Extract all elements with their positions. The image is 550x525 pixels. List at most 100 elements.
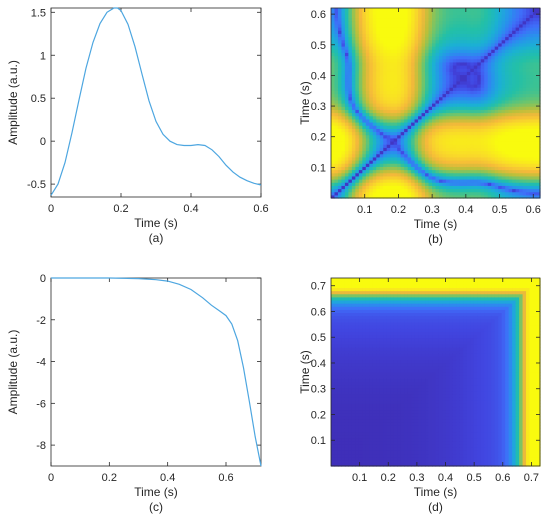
heatmap-cell (498, 144, 503, 148)
heatmap-cell (445, 77, 451, 82)
heatmap-cell (341, 381, 346, 386)
heatmap-cell (355, 440, 360, 445)
heatmap-cell (400, 90, 405, 95)
heatmap-cell (331, 281, 336, 285)
heatmap-cell (477, 52, 482, 57)
heatmap-cell (355, 368, 360, 373)
heatmap-cell (414, 27, 419, 31)
x-tick-label: 0.4 (183, 203, 198, 215)
heatmap-cell (407, 93, 412, 98)
x-tick-label: 0.6 (253, 203, 268, 215)
heatmap-cell (341, 325, 346, 329)
heatmap-cell (477, 141, 482, 145)
heatmap-cell (372, 422, 377, 426)
heatmap-cell (463, 23, 468, 28)
heatmap-cell (494, 42, 499, 47)
heatmap-cell (344, 459, 350, 464)
heatmap-cell (432, 144, 437, 148)
heatmap-cell (355, 11, 360, 15)
heatmap-cell (386, 68, 391, 72)
heatmap-cell (463, 11, 468, 15)
heatmap-cell (442, 55, 447, 60)
heatmap-cell (449, 65, 454, 69)
heatmap-cell (526, 96, 531, 101)
heatmap-cell (445, 172, 451, 177)
heatmap-cell (358, 390, 363, 395)
heatmap-cell (452, 87, 457, 91)
heatmap-cell (358, 194, 363, 199)
heatmap-cell (515, 175, 520, 180)
heatmap-cell (529, 20, 534, 25)
heatmap-cell (348, 74, 353, 79)
heatmap-cell (386, 163, 391, 167)
heatmap-cell (397, 447, 402, 451)
heatmap-cell (418, 166, 423, 171)
heatmap-cell (508, 65, 513, 69)
heatmap-cell (351, 147, 356, 152)
heatmap-cell (372, 296, 377, 301)
heatmap-cell (459, 188, 464, 193)
heatmap-cell (341, 409, 346, 414)
heatmap-cell (355, 459, 360, 464)
heatmap-cell (358, 134, 363, 139)
heatmap-cell (337, 281, 343, 285)
heatmap-cell (331, 160, 336, 164)
heatmap-cell (383, 33, 388, 38)
heatmap-cell (522, 166, 527, 171)
heatmap-cell (480, 30, 485, 34)
heatmap-cell (397, 359, 402, 364)
heatmap-cell (344, 166, 350, 171)
heatmap-cell (498, 74, 503, 79)
heatmap-cell (393, 425, 398, 429)
heatmap-cell (397, 290, 402, 295)
heatmap-cell (529, 147, 534, 152)
heatmap-cell (341, 400, 346, 404)
heatmap-cell (512, 188, 517, 193)
heatmap-cell (334, 428, 339, 433)
heatmap-cell (491, 134, 496, 139)
heatmap-cell (383, 325, 388, 329)
heatmap-cell (404, 65, 409, 69)
heatmap-cell (418, 17, 423, 22)
heatmap-cell (369, 431, 374, 436)
heatmap-cell (397, 90, 402, 95)
heatmap-cell (536, 33, 541, 38)
heatmap-cell (393, 362, 398, 367)
heatmap-cell (463, 55, 468, 60)
heatmap-cell (519, 163, 524, 167)
heatmap-cell (386, 315, 391, 320)
heatmap-cell (438, 179, 444, 183)
heatmap-cell (358, 93, 363, 98)
heatmap-cell (348, 296, 353, 301)
heatmap-cell (355, 8, 360, 12)
heatmap-cell (331, 387, 336, 392)
heatmap-cell (334, 58, 339, 63)
heatmap-cell (526, 30, 531, 34)
heatmap-cell (334, 46, 339, 50)
heatmap-cell (397, 434, 402, 439)
heatmap-cell (376, 387, 381, 392)
heatmap-cell (348, 397, 353, 401)
heatmap-cell (331, 340, 336, 345)
heatmap-cell (379, 372, 384, 376)
heatmap-cell (369, 372, 374, 376)
heatmap-cell (348, 52, 353, 57)
heatmap-cell (331, 46, 336, 50)
heatmap-cell (351, 375, 356, 379)
heatmap-cell (414, 147, 419, 152)
heatmap-cell (397, 87, 402, 91)
heatmap-cell (358, 103, 363, 107)
heatmap-cell (348, 65, 353, 69)
heatmap-cell (459, 42, 464, 47)
heatmap-cell (480, 131, 485, 136)
heatmap-cell (459, 20, 464, 25)
heatmap-cell (372, 46, 377, 50)
heatmap-cell (344, 112, 350, 117)
heatmap-cell (498, 93, 503, 98)
heatmap-cell (393, 453, 398, 458)
heatmap-cell (407, 8, 412, 12)
heatmap-cell (463, 84, 468, 88)
heatmap-cell (491, 49, 496, 53)
heatmap-cell (480, 84, 485, 88)
heatmap-cell (341, 68, 346, 72)
